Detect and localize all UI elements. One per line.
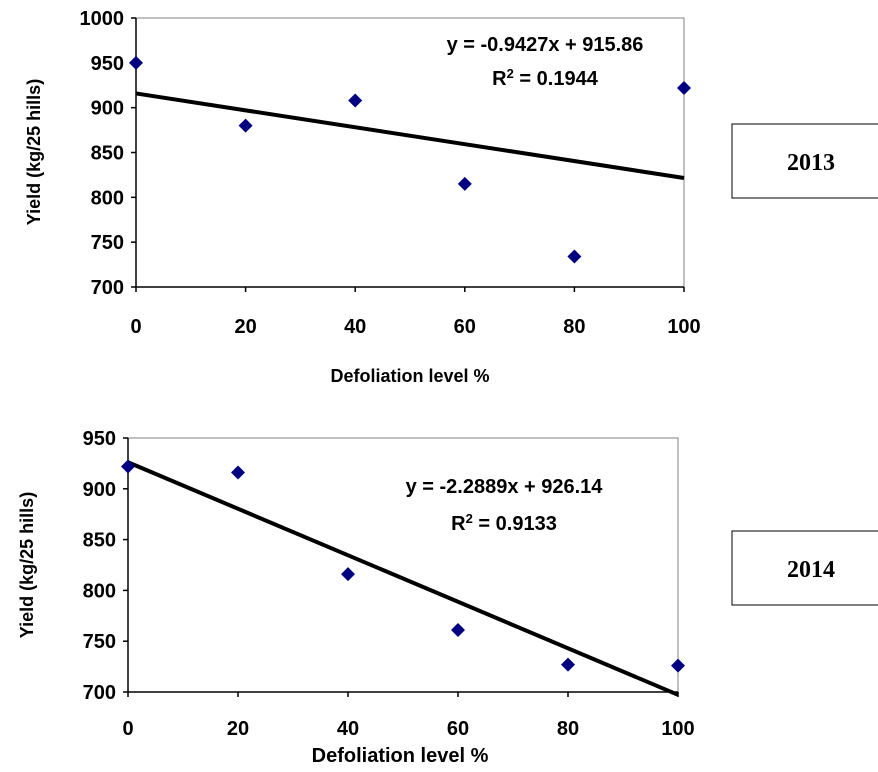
y-tick-label: 950 <box>91 53 124 75</box>
chart-2013: 700 750 800 850 900 950 1000 0 20 40 60 80 100 y = … <box>24 8 878 386</box>
r-squared-sup-2014: 2 <box>466 511 473 526</box>
x-ticks-2014: 0 20 40 60 80 100 <box>122 692 695 740</box>
data-point <box>129 55 143 70</box>
y-tick-label: 900 <box>91 98 124 120</box>
x-tick-label: 80 <box>563 316 585 338</box>
trendline-2013 <box>135 91 685 180</box>
trendline-2014 <box>127 460 679 697</box>
x-tick-label: 80 <box>557 718 579 740</box>
y-ticks-2014: 700 750 800 850 900 950 <box>83 428 128 704</box>
x-tick-label: 40 <box>337 718 359 740</box>
data-point <box>231 465 245 480</box>
data-point <box>677 80 691 95</box>
equation-2014: y = -2.2889x + 926.14 <box>406 476 604 498</box>
data-point <box>567 249 582 264</box>
x-tick-label: 100 <box>661 718 694 740</box>
points-2013 <box>129 55 691 264</box>
data-point <box>121 459 135 474</box>
y-tick-label: 1000 <box>80 8 125 30</box>
data-point <box>341 567 355 582</box>
r-squared-2014: R2 = 0.9133 <box>451 511 557 536</box>
chart-2014: 700 750 800 850 900 950 0 20 40 60 80 100 y = -2.2… <box>17 428 878 767</box>
y-tick-label: 950 <box>83 428 116 450</box>
r-squared-2013: R2 = 0.1944 <box>492 66 599 91</box>
data-point <box>348 93 363 108</box>
x-tick-label: 100 <box>667 316 700 338</box>
x-tick-label: 20 <box>234 316 256 338</box>
year-label-2013: 2013 <box>787 150 835 176</box>
year-box-2013 <box>731 123 878 199</box>
x-tick-label: 20 <box>227 718 249 740</box>
data-point <box>561 657 575 672</box>
plot-area-2014 <box>127 437 679 693</box>
data-point <box>671 658 685 673</box>
y-tick-label: 800 <box>83 580 116 602</box>
x-axis-title-2014: Defoliation level % <box>312 745 489 767</box>
x-tick-label: 60 <box>447 718 469 740</box>
y-tick-label: 750 <box>91 232 124 254</box>
r-squared-prefix-2014: R <box>451 513 466 535</box>
y-axis-title-2014: Yield (kg/25 hills) <box>17 492 37 638</box>
y-tick-label: 850 <box>91 143 124 165</box>
y-tick-label: 700 <box>83 682 116 704</box>
x-tick-label: 40 <box>344 316 366 338</box>
x-ticks-2013: 0 20 40 60 80 100 <box>130 287 701 338</box>
equation-2013: y = -0.9427x + 915.86 <box>447 34 644 56</box>
points-2014 <box>121 459 685 673</box>
y-tick-label: 900 <box>83 479 116 501</box>
data-point <box>457 176 472 191</box>
r-squared-value-2014: = 0.9133 <box>473 513 557 535</box>
year-box-2014 <box>731 530 878 606</box>
r-squared-sup-2013: 2 <box>507 66 514 81</box>
y-tick-label: 750 <box>83 631 116 653</box>
year-label-2014: 2014 <box>787 557 835 583</box>
y-tick-label: 850 <box>83 530 116 552</box>
plot-area-2013 <box>135 17 685 288</box>
x-tick-label: 0 <box>122 718 133 740</box>
r-squared-value-2013: = 0.1944 <box>514 68 599 90</box>
x-tick-label: 0 <box>130 316 141 338</box>
data-point <box>451 623 465 638</box>
x-tick-label: 60 <box>454 316 476 338</box>
y-axis-title-2013: Yield (kg/25 hills) <box>24 79 44 225</box>
y-ticks-2013: 700 750 800 850 900 950 1000 <box>80 8 136 299</box>
y-tick-label: 700 <box>91 277 124 299</box>
y-tick-label: 800 <box>91 187 124 209</box>
data-point <box>238 118 253 133</box>
x-axis-title-2013: Defoliation level % <box>330 366 489 386</box>
r-squared-prefix-2013: R <box>492 68 507 90</box>
